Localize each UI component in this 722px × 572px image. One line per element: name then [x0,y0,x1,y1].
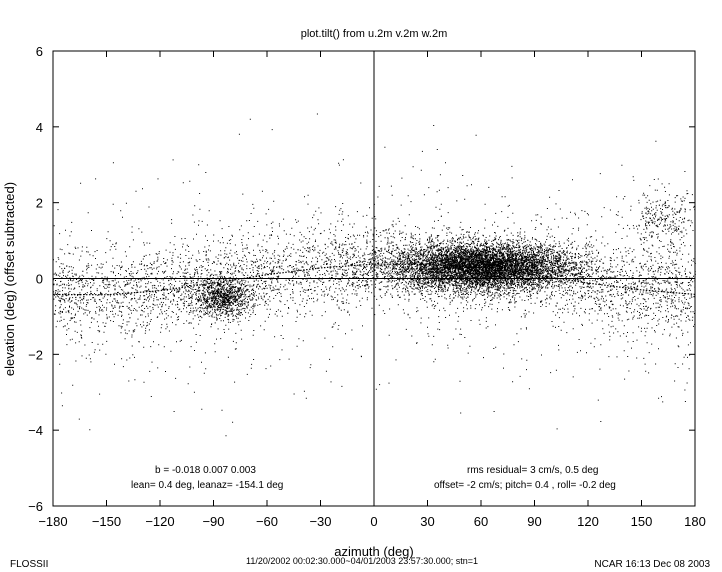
footer-project-label: FLOSSII [10,559,49,570]
y-axis-ticks: −6 −4 −2 0 2 4 6 [28,44,695,514]
x-tick-label: −30 [309,514,331,529]
scatter-dots [53,113,696,437]
y-tick-label: −4 [28,423,43,438]
footer-timestamp: NCAR 16:13 Dec 08 2003 [594,559,710,570]
x-tick-label: 120 [577,514,599,529]
annotation-lean: lean= 0.4 deg, leanaz= -154.1 deg [131,480,283,491]
x-tick-label: 180 [684,514,706,529]
x-tick-label: 60 [474,514,488,529]
y-tick-label: 6 [36,44,43,59]
y-axis-label: elevation (deg) (offset subtracted) [2,182,17,376]
x-tick-label: −90 [202,514,224,529]
x-tick-label: 0 [370,514,377,529]
x-axis-ticks: −180 −150 −120 −90 −60 −30 0 30 60 90 120 150 180 [38,51,706,529]
x-axis-label: azimuth (deg) [334,544,413,559]
y-tick-label: −2 [28,347,43,362]
x-tick-label: 30 [420,514,434,529]
y-tick-label: 2 [36,196,43,211]
scatter-points [53,113,696,437]
y-tick-label: 0 [36,272,43,287]
x-tick-label: −180 [38,514,67,529]
annotation-fit-coefficients: b = -0.018 0.007 0.003 [155,465,256,476]
annotation-offset-pitch-roll: offset= -2 cm/s; pitch= 0.4 , roll= -0.2… [434,480,616,491]
x-tick-label: 150 [631,514,653,529]
y-tick-label: −6 [28,499,43,514]
chart-title: plot.tilt() from u.2m v.2m w.2m [301,28,448,40]
y-tick-label: 4 [36,120,43,135]
x-tick-label: −150 [92,514,121,529]
annotation-rms-residual: rms residual= 3 cm/s, 0.5 deg [467,465,598,476]
footer-time-range: 11/20/2002 00:02:30.000~04/01/2003 23:57… [246,556,479,566]
x-tick-label: −120 [145,514,174,529]
x-tick-label: −60 [256,514,278,529]
x-tick-label: 90 [527,514,541,529]
